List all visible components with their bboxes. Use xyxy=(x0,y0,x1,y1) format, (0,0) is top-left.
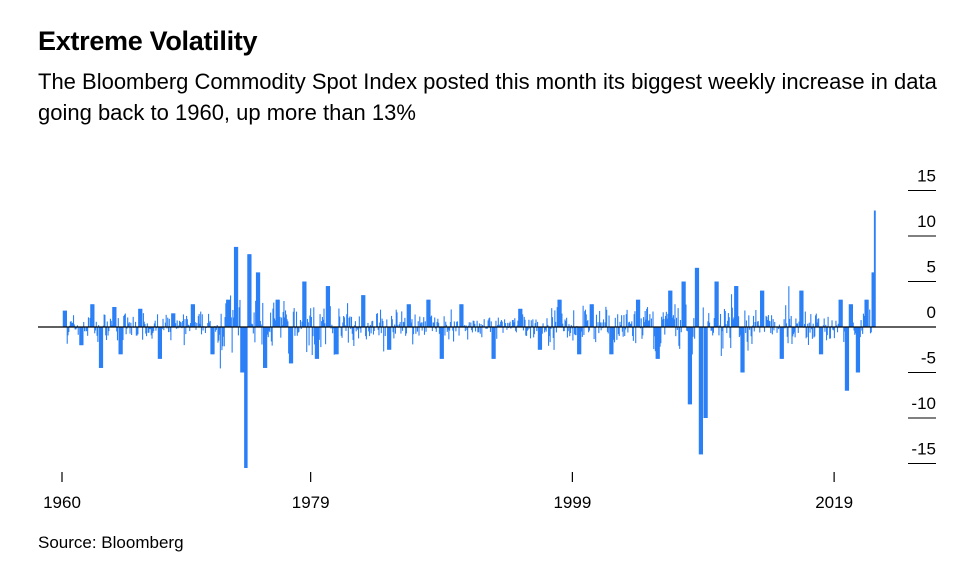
weekly-change-series xyxy=(62,210,876,469)
source-note: Source: Bloomberg xyxy=(38,533,184,552)
x-axis: 1960 1979 1999 2019 xyxy=(43,472,853,512)
y-tick-label: -15 xyxy=(911,440,936,459)
x-tick-label: 1979 xyxy=(292,493,330,512)
y-tick-label: 10 xyxy=(917,212,936,231)
x-tick-label: 1999 xyxy=(553,493,591,512)
y-tick-label: 15 xyxy=(917,167,936,186)
y-tick-label: 5 xyxy=(927,258,936,277)
chart-title: Extreme Volatility xyxy=(38,26,258,56)
y-axis: 15 10 5 0 -5 -10 -15 xyxy=(908,167,936,464)
y-tick-label: -5 xyxy=(921,349,936,368)
y-tick-label: -10 xyxy=(911,394,936,413)
x-tick-label: 1960 xyxy=(43,493,81,512)
x-tick-label: 2019 xyxy=(815,493,853,512)
y-tick-label: 0 xyxy=(927,303,936,322)
chart-subtitle: The Bloomberg Commodity Spot Index poste… xyxy=(38,69,937,125)
